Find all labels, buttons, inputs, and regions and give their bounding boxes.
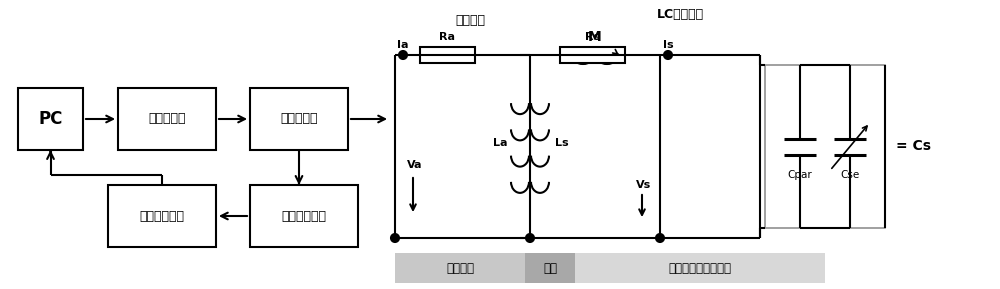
Bar (250, 88, 348, 150)
Bar (525, 253, 575, 283)
Bar (18, 88, 83, 150)
Circle shape (399, 51, 407, 59)
Bar (108, 185, 216, 247)
Bar (250, 185, 358, 247)
Circle shape (664, 51, 672, 59)
Text: Cse: Cse (840, 170, 860, 179)
Text: 高温、高旋测试环境: 高温、高旋测试环境 (668, 262, 732, 275)
Text: 特征检波模块: 特征检波模块 (282, 210, 326, 223)
Text: 询问天线: 询问天线 (455, 14, 485, 27)
Text: PC: PC (38, 110, 63, 128)
Text: 信号采集模块: 信号采集模块 (140, 210, 184, 223)
Text: M: M (588, 30, 602, 44)
Bar (420, 47, 475, 63)
Text: Rs: Rs (585, 32, 600, 42)
Text: 绦缘: 绦缘 (543, 262, 557, 275)
Text: 信号源模块: 信号源模块 (148, 112, 186, 125)
Text: LC敏感单元: LC敏感单元 (656, 8, 704, 21)
Text: Va: Va (407, 160, 423, 170)
Text: Cpar: Cpar (788, 170, 812, 179)
Circle shape (656, 234, 664, 242)
Bar (575, 253, 825, 283)
Text: 定向耦合器: 定向耦合器 (280, 112, 318, 125)
Bar (765, 65, 885, 228)
Bar (395, 253, 525, 283)
Text: Ls: Ls (555, 138, 569, 147)
Text: Ra: Ra (440, 32, 456, 42)
Bar (560, 47, 625, 63)
Text: Is: Is (663, 40, 673, 50)
Text: La: La (493, 138, 507, 147)
Text: Ia: Ia (397, 40, 409, 50)
Bar (118, 88, 216, 150)
Text: 常温环境: 常温环境 (446, 262, 474, 275)
Circle shape (526, 234, 534, 242)
Text: = Cs: = Cs (896, 140, 930, 153)
Circle shape (391, 234, 399, 242)
Text: Vs: Vs (636, 180, 652, 190)
